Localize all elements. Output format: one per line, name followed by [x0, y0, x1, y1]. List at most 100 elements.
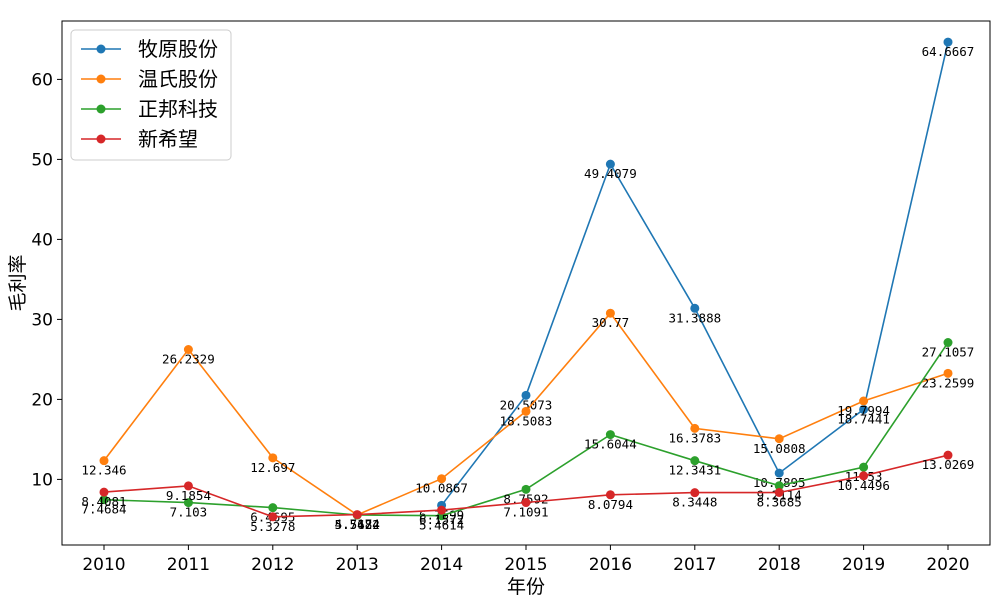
- x-axis-title: 年份: [507, 576, 545, 598]
- x-tick-label: 2010: [82, 555, 125, 575]
- data-point: [690, 488, 700, 498]
- data-label: 5.4614: [419, 518, 464, 533]
- data-point: [183, 481, 193, 491]
- data-point: [859, 396, 869, 406]
- legend-swatch-marker: [96, 74, 106, 84]
- data-label: 16.3783: [668, 430, 721, 445]
- data-point: [183, 498, 193, 508]
- data-point: [605, 430, 615, 440]
- series-1: 6.759920.507349.407931.388810.789518.744…: [419, 37, 974, 522]
- data-point: [943, 37, 953, 47]
- data-point: [437, 474, 447, 484]
- data-point: [521, 406, 531, 416]
- x-tick-label: 2014: [420, 555, 463, 575]
- legend-box: [70, 29, 232, 161]
- data-point: [99, 487, 109, 497]
- legend-swatch-marker: [96, 134, 106, 144]
- x-tick-label: 2016: [589, 555, 632, 575]
- data-label: 6.1572: [419, 512, 464, 527]
- data-point: [774, 468, 784, 478]
- data-point: [268, 503, 278, 513]
- axes-layer: 2010 2011 2012 2013 2014 2015 2016 2017 2018 2019…: [31, 70, 969, 575]
- data-point: [943, 338, 953, 348]
- data-label: 20.5073: [500, 397, 553, 412]
- data-point: [99, 495, 109, 505]
- data-label: 10.0867: [415, 481, 468, 496]
- y-tick-label: 30: [31, 310, 53, 330]
- legend-entry-label: 温氏股份: [138, 67, 218, 91]
- data-label: 18.5083: [500, 413, 553, 428]
- data-label: 30.77: [592, 315, 630, 330]
- data-point: [605, 308, 615, 318]
- data-point: [859, 471, 869, 481]
- series-4: 8.4081 9.1854 5.3278 4.7174 6.1572 7.1091 8.07…: [81, 450, 975, 534]
- x-tick-label: 2017: [673, 555, 716, 575]
- data-label: 19.7994: [837, 403, 890, 418]
- data-label: 5.5622: [335, 517, 380, 532]
- data-label: 4.7174: [335, 517, 380, 532]
- data-point: [605, 490, 615, 500]
- y-tick-label: 20: [31, 390, 53, 410]
- x-tick-label: 2018: [758, 555, 801, 575]
- y-axis-title: 毛利率: [7, 254, 29, 311]
- legend-swatch-marker: [96, 104, 106, 114]
- x-tick-label: 2011: [167, 555, 210, 575]
- data-label: 8.3685: [757, 494, 802, 509]
- data-label: 10.4496: [837, 478, 890, 493]
- legend-swatch-marker: [96, 44, 106, 54]
- x-tick-label: 2019: [842, 555, 885, 575]
- legend-entry-label: 新希望: [138, 127, 198, 151]
- x-tick-label: 2015: [504, 555, 547, 575]
- data-label: 7.1091: [503, 505, 548, 520]
- series-3: 7.46847.1036.46955.54845.46148.759215.60…: [81, 338, 974, 533]
- data-label: 8.3448: [672, 495, 717, 510]
- data-point: [521, 390, 531, 400]
- data-point: [859, 404, 869, 414]
- data-label: 7.4684: [81, 502, 126, 517]
- series-2: 12.346 26.2329 12.697 5.5622 10.0867 18.5083 3…: [81, 308, 974, 532]
- data-label: 12.346: [81, 463, 126, 478]
- data-label: 13.0269: [922, 457, 975, 472]
- data-label: 18.7441: [837, 411, 890, 426]
- data-label: 7.103: [170, 505, 208, 520]
- data-point: [943, 450, 953, 460]
- y-tick-label: 50: [31, 150, 53, 170]
- data-label: 8.4081: [81, 494, 126, 509]
- data-point: [268, 512, 278, 522]
- data-point: [774, 434, 784, 444]
- data-point: [859, 462, 869, 472]
- data-label: 26.2329: [162, 352, 215, 367]
- data-point: [690, 423, 700, 433]
- data-point: [943, 368, 953, 378]
- legend-entry-label: 牧原股份: [138, 37, 218, 61]
- data-label: 5.5484: [335, 517, 380, 532]
- data-point: [99, 456, 109, 466]
- x-tick-label: 2012: [251, 555, 294, 575]
- x-tick-label: 2013: [336, 555, 379, 575]
- data-point: [774, 481, 784, 491]
- data-label: 15.6044: [584, 437, 637, 452]
- data-label: 49.4079: [584, 166, 637, 181]
- data-point: [352, 510, 362, 520]
- data-point: [521, 484, 531, 494]
- data-label: 27.1057: [922, 345, 975, 360]
- data-point: [690, 456, 700, 466]
- y-tick-label: 10: [31, 470, 53, 490]
- data-point: [690, 303, 700, 313]
- data-label: 31.3888: [668, 310, 721, 325]
- data-point: [437, 505, 447, 515]
- data-point: [774, 487, 784, 497]
- data-point: [521, 498, 531, 508]
- y-tick-label: 60: [31, 70, 53, 90]
- data-label: 9.1854: [166, 488, 211, 503]
- data-point: [268, 453, 278, 463]
- series-layer: 6.759920.507349.407931.388810.789518.744…: [81, 37, 975, 534]
- x-tick-label: 2020: [926, 555, 969, 575]
- legend-entry-label: 正邦科技: [138, 97, 218, 121]
- data-point: [605, 159, 615, 169]
- data-point: [183, 345, 193, 355]
- data-label: 15.0808: [753, 441, 806, 456]
- data-label: 12.3431: [668, 463, 721, 478]
